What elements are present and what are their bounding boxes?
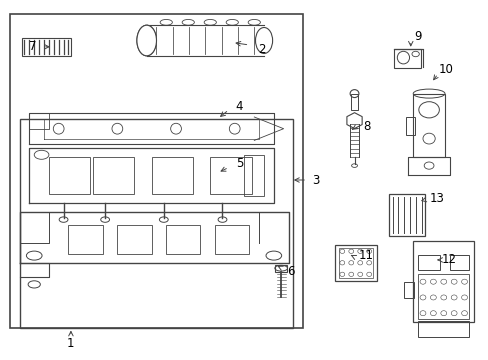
Text: 9: 9 [413,30,421,42]
Bar [151,157,193,194]
Bar [20,119,293,328]
Text: 7: 7 [29,40,37,53]
Bar [210,157,251,194]
Bar [412,241,473,322]
Bar [412,94,444,157]
Bar [244,155,264,196]
Ellipse shape [137,25,156,56]
Bar [393,49,420,68]
Bar [68,225,102,254]
Text: 6: 6 [286,265,294,278]
Bar [166,225,200,254]
Bar [10,14,303,328]
Text: 12: 12 [441,253,455,266]
Bar [275,265,286,272]
Text: 4: 4 [235,100,243,113]
Bar [417,321,468,337]
Bar [22,38,71,56]
Bar [334,245,376,281]
Text: 11: 11 [358,249,372,262]
Bar [93,157,134,194]
Text: 13: 13 [428,192,443,205]
Text: 3: 3 [311,174,319,186]
Bar [449,255,468,270]
Bar [405,117,414,135]
Bar [338,248,372,278]
Bar [215,225,249,254]
Text: 1: 1 [67,337,75,350]
Text: 5: 5 [235,157,243,170]
Bar [350,94,358,110]
Bar [417,255,439,270]
Bar [117,225,151,254]
Bar [388,194,425,236]
Text: 2: 2 [257,43,265,56]
Text: 8: 8 [362,120,370,132]
Bar [49,157,90,194]
Text: 10: 10 [438,63,452,76]
Bar [417,274,468,319]
Bar [404,282,413,298]
